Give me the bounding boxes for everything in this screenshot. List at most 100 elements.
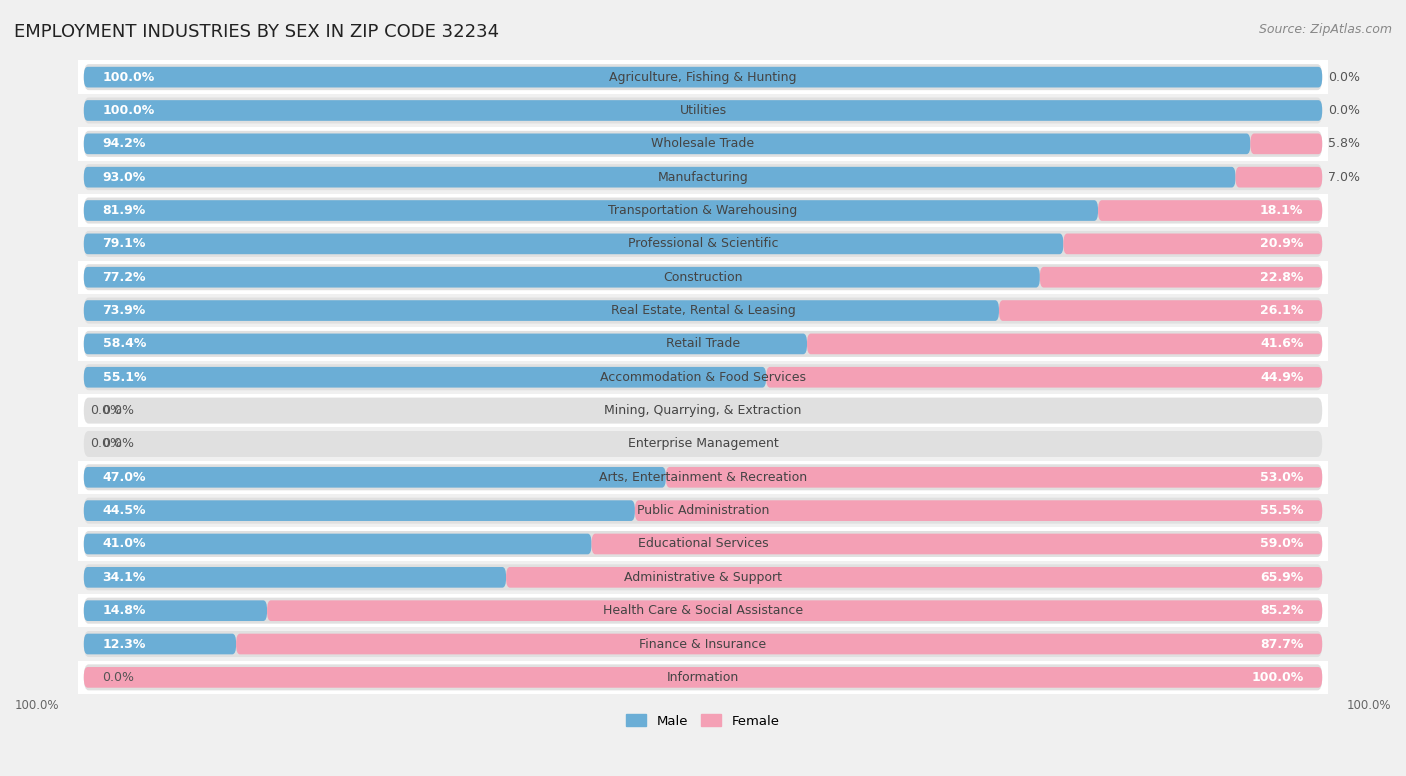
FancyBboxPatch shape bbox=[84, 67, 1322, 88]
Text: Professional & Scientific: Professional & Scientific bbox=[627, 237, 779, 251]
Bar bbox=[77, 94, 1329, 127]
Text: 100.0%: 100.0% bbox=[1251, 671, 1303, 684]
Text: 0.0%: 0.0% bbox=[1329, 104, 1361, 117]
Text: 0.0%: 0.0% bbox=[90, 404, 122, 417]
Text: Mining, Quarrying, & Extraction: Mining, Quarrying, & Extraction bbox=[605, 404, 801, 417]
Text: 44.9%: 44.9% bbox=[1260, 371, 1303, 384]
Text: 22.8%: 22.8% bbox=[1260, 271, 1303, 284]
Text: Information: Information bbox=[666, 671, 740, 684]
FancyBboxPatch shape bbox=[84, 534, 592, 554]
Bar bbox=[77, 294, 1329, 327]
Bar bbox=[77, 227, 1329, 261]
Text: 94.2%: 94.2% bbox=[103, 137, 146, 151]
Text: Real Estate, Rental & Leasing: Real Estate, Rental & Leasing bbox=[610, 304, 796, 317]
Text: 81.9%: 81.9% bbox=[103, 204, 146, 217]
Text: Arts, Entertainment & Recreation: Arts, Entertainment & Recreation bbox=[599, 471, 807, 483]
Text: 34.1%: 34.1% bbox=[103, 571, 146, 584]
FancyBboxPatch shape bbox=[84, 564, 1322, 591]
Text: Public Administration: Public Administration bbox=[637, 504, 769, 517]
FancyBboxPatch shape bbox=[84, 397, 1322, 424]
Text: Administrative & Support: Administrative & Support bbox=[624, 571, 782, 584]
Text: 100.0%: 100.0% bbox=[103, 104, 155, 117]
FancyBboxPatch shape bbox=[84, 100, 1322, 121]
Text: 26.1%: 26.1% bbox=[1260, 304, 1303, 317]
FancyBboxPatch shape bbox=[84, 133, 1250, 154]
Text: 41.6%: 41.6% bbox=[1260, 338, 1303, 351]
FancyBboxPatch shape bbox=[1000, 300, 1322, 321]
FancyBboxPatch shape bbox=[84, 531, 1322, 557]
Text: 53.0%: 53.0% bbox=[1260, 471, 1303, 483]
Text: 44.5%: 44.5% bbox=[103, 504, 146, 517]
FancyBboxPatch shape bbox=[84, 467, 666, 487]
FancyBboxPatch shape bbox=[84, 364, 1322, 390]
Text: Enterprise Management: Enterprise Management bbox=[627, 438, 779, 450]
Text: 47.0%: 47.0% bbox=[103, 471, 146, 483]
FancyBboxPatch shape bbox=[84, 598, 1322, 624]
Text: 59.0%: 59.0% bbox=[1260, 538, 1303, 550]
Text: Construction: Construction bbox=[664, 271, 742, 284]
Bar bbox=[77, 660, 1329, 694]
Text: 0.0%: 0.0% bbox=[1329, 71, 1361, 84]
Text: 55.5%: 55.5% bbox=[1260, 504, 1303, 517]
Text: 100.0%: 100.0% bbox=[1347, 699, 1391, 712]
Text: 0.0%: 0.0% bbox=[103, 404, 135, 417]
Text: 55.1%: 55.1% bbox=[103, 371, 146, 384]
Text: 41.0%: 41.0% bbox=[103, 538, 146, 550]
FancyBboxPatch shape bbox=[84, 98, 1322, 123]
Text: Health Care & Social Assistance: Health Care & Social Assistance bbox=[603, 605, 803, 617]
Text: 58.4%: 58.4% bbox=[103, 338, 146, 351]
FancyBboxPatch shape bbox=[84, 664, 1322, 691]
Bar bbox=[77, 361, 1329, 394]
Legend: Male, Female: Male, Female bbox=[621, 709, 785, 733]
Text: 18.1%: 18.1% bbox=[1260, 204, 1303, 217]
FancyBboxPatch shape bbox=[84, 631, 1322, 657]
FancyBboxPatch shape bbox=[666, 467, 1322, 487]
FancyBboxPatch shape bbox=[592, 534, 1322, 554]
Bar bbox=[77, 560, 1329, 594]
Text: 12.3%: 12.3% bbox=[103, 638, 146, 650]
Bar bbox=[77, 327, 1329, 361]
Text: 14.8%: 14.8% bbox=[103, 605, 146, 617]
FancyBboxPatch shape bbox=[636, 501, 1322, 521]
Text: Transportation & Warehousing: Transportation & Warehousing bbox=[609, 204, 797, 217]
Text: Retail Trade: Retail Trade bbox=[666, 338, 740, 351]
FancyBboxPatch shape bbox=[84, 264, 1322, 290]
Bar bbox=[77, 194, 1329, 227]
Bar bbox=[77, 528, 1329, 560]
FancyBboxPatch shape bbox=[84, 634, 236, 654]
FancyBboxPatch shape bbox=[84, 431, 1322, 457]
FancyBboxPatch shape bbox=[236, 634, 1322, 654]
Text: 5.8%: 5.8% bbox=[1329, 137, 1361, 151]
Text: Agriculture, Fishing & Hunting: Agriculture, Fishing & Hunting bbox=[609, 71, 797, 84]
FancyBboxPatch shape bbox=[1250, 133, 1322, 154]
Text: 77.2%: 77.2% bbox=[103, 271, 146, 284]
FancyBboxPatch shape bbox=[84, 165, 1322, 190]
Bar bbox=[77, 627, 1329, 660]
FancyBboxPatch shape bbox=[84, 331, 1322, 357]
FancyBboxPatch shape bbox=[84, 167, 1236, 188]
FancyBboxPatch shape bbox=[84, 464, 1322, 490]
Text: Accommodation & Food Services: Accommodation & Food Services bbox=[600, 371, 806, 384]
FancyBboxPatch shape bbox=[506, 567, 1322, 587]
Bar bbox=[77, 394, 1329, 428]
FancyBboxPatch shape bbox=[84, 601, 267, 621]
FancyBboxPatch shape bbox=[84, 64, 1322, 90]
FancyBboxPatch shape bbox=[807, 334, 1322, 355]
Text: 0.0%: 0.0% bbox=[103, 671, 135, 684]
Text: Utilities: Utilities bbox=[679, 104, 727, 117]
Bar bbox=[77, 494, 1329, 528]
Bar bbox=[77, 161, 1329, 194]
Text: 0.0%: 0.0% bbox=[103, 438, 135, 450]
Text: 0.0%: 0.0% bbox=[90, 438, 122, 450]
Text: 93.0%: 93.0% bbox=[103, 171, 146, 184]
FancyBboxPatch shape bbox=[84, 501, 636, 521]
Text: 79.1%: 79.1% bbox=[103, 237, 146, 251]
FancyBboxPatch shape bbox=[766, 367, 1322, 387]
Bar bbox=[77, 61, 1329, 94]
FancyBboxPatch shape bbox=[84, 200, 1098, 221]
FancyBboxPatch shape bbox=[84, 131, 1322, 157]
Text: Source: ZipAtlas.com: Source: ZipAtlas.com bbox=[1258, 23, 1392, 36]
Text: Finance & Insurance: Finance & Insurance bbox=[640, 638, 766, 650]
Text: 20.9%: 20.9% bbox=[1260, 237, 1303, 251]
Text: 65.9%: 65.9% bbox=[1260, 571, 1303, 584]
